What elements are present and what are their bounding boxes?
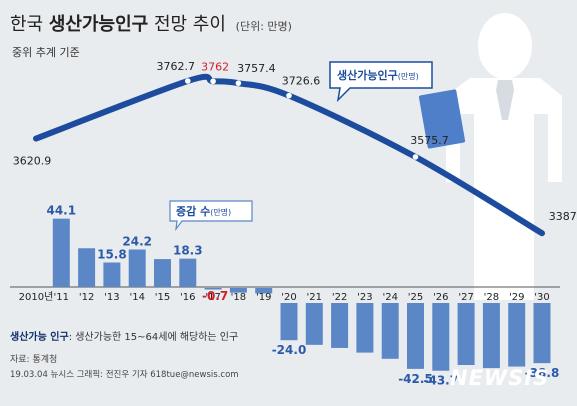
bar — [154, 259, 171, 287]
bar — [508, 303, 526, 367]
callout-bar-unit: (만명) — [210, 207, 231, 217]
bar-series — [52, 218, 551, 371]
x-tick-label: '12 — [79, 292, 94, 303]
bar — [280, 303, 298, 341]
bar-value-label: 44.1 — [46, 204, 76, 218]
x-tick-label: '21 — [307, 292, 322, 303]
line-value-label: 3387.8 — [549, 210, 577, 223]
x-axis-ticks: 2010년 '11 '12 '13 '14 '15 '16 '17 '18 '19 '20 '21 '2… — [19, 291, 550, 303]
bar — [407, 303, 424, 369]
line-value-label: 3757.4 — [237, 62, 276, 75]
x-tick-label: '27 — [458, 292, 473, 303]
footnote-label: 생산가능 인구 — [10, 332, 69, 343]
newsis-logo: NEWSIS — [450, 366, 550, 390]
bar-value-label: -0.7 — [202, 289, 228, 303]
line-series-callout: 생산가능인구(만명) — [329, 61, 433, 103]
folder-icon — [418, 89, 466, 149]
line-value-label: 3726.6 — [282, 75, 321, 88]
figure-body — [446, 78, 562, 300]
line-series — [33, 73, 545, 237]
x-tick-label: '11 — [54, 292, 69, 303]
x-tick-label: '22 — [332, 292, 347, 303]
x-tick-label: '20 — [281, 292, 296, 303]
line-value-label: 3762.7 — [157, 60, 196, 73]
bar-value-label: -24.0 — [272, 343, 307, 357]
bar-value-label: -43.7 — [424, 374, 459, 388]
line-point — [235, 80, 242, 86]
bar-value-labels: 44.1 15.824.2 18.3 -0.7 -24.0 -42.5-43.7 -38.8 — [46, 204, 559, 388]
title-unit: (단위: 만명) — [235, 20, 292, 33]
bar — [381, 303, 399, 359]
title-prefix: 한국 — [10, 14, 44, 35]
footnote-text: : 생산가능한 15~64세에 해당하는 인구 — [68, 332, 239, 343]
x-tick-label: '28 — [484, 292, 499, 303]
bar-value-label: 15.8 — [97, 248, 127, 262]
figure-tie — [496, 80, 514, 120]
x-tick-label: '29 — [509, 292, 524, 303]
line-point — [210, 78, 216, 85]
bar-series-callout: 증감 수(만명) — [169, 200, 253, 232]
page-title: 한국 생산가능인구 전망 추이 (단위: 만명) — [10, 10, 292, 36]
bar-value-label: -38.8 — [525, 366, 560, 380]
callout-line-label: 생산가능인구(만명) — [337, 68, 419, 82]
bar — [533, 303, 551, 364]
line-value-label: 3620.9 — [13, 155, 52, 168]
bar — [229, 288, 247, 293]
callout-bar-label: 증감 수(만명) — [176, 204, 231, 218]
bar — [482, 303, 500, 369]
bar-value-label: 24.2 — [122, 234, 152, 248]
bar — [179, 258, 197, 287]
bar — [103, 262, 121, 287]
bar — [52, 218, 70, 287]
line-value-labels: 3620.9 3762.7 3762 3757.4 3726.6 3575.7 3387.8 — [13, 60, 577, 223]
x-tick-label: '14 — [129, 292, 144, 303]
x-tick-label: '23 — [357, 292, 372, 303]
line-value-label: 3762 — [201, 60, 229, 73]
line-point — [185, 78, 191, 84]
x-tick-label: '15 — [155, 292, 170, 303]
x-tick-label: '17 — [205, 292, 220, 303]
figure-head — [478, 13, 532, 79]
bar-value-label: 18.3 — [173, 244, 203, 258]
callout-line-main: 생산가능인구 — [337, 68, 398, 82]
credit: 19.03.04 뉴시스 그래픽: 전진우 기자 618tue@newsis.c… — [10, 370, 239, 380]
x-tick-label: 2010년 — [19, 291, 54, 303]
bar — [305, 303, 323, 345]
x-tick-label: '26 — [433, 292, 448, 303]
title-suffix: 전망 추이 — [153, 14, 226, 35]
source: 자료: 통계청 — [10, 355, 58, 365]
businessman-illustration — [418, 13, 562, 300]
line-point — [286, 92, 292, 99]
x-tick-label: '30 — [534, 292, 549, 303]
line-value-label: 3575.7 — [410, 134, 449, 147]
bar-value-label: -42.5 — [398, 372, 433, 386]
x-tick-label: '25 — [408, 292, 423, 303]
bar — [78, 248, 96, 287]
x-tick-label: '16 — [180, 292, 195, 303]
title-bold: 생산가능인구 — [48, 14, 149, 35]
bar — [432, 303, 450, 371]
callout-box — [169, 200, 253, 232]
line-point — [412, 154, 419, 160]
bar — [255, 288, 273, 294]
population-line — [33, 73, 545, 237]
bar — [457, 303, 475, 365]
x-tick-label: '13 — [104, 292, 119, 303]
callout-box — [329, 61, 433, 103]
bar — [356, 303, 374, 353]
callout-bar-main: 증감 수 — [176, 204, 210, 218]
footnote: 생산가능 인구: 생산가능한 15~64세에 해당하는 인구 — [10, 328, 238, 343]
x-tick-label: '18 — [231, 292, 246, 303]
bar — [204, 288, 222, 290]
x-tick-label: '19 — [256, 292, 271, 303]
x-tick-label: '24 — [382, 292, 397, 303]
callout-line-unit: (만명) — [398, 71, 419, 81]
bar — [331, 303, 349, 348]
bar — [128, 249, 146, 287]
subtitle: 중위 추계 기준 — [12, 46, 80, 59]
